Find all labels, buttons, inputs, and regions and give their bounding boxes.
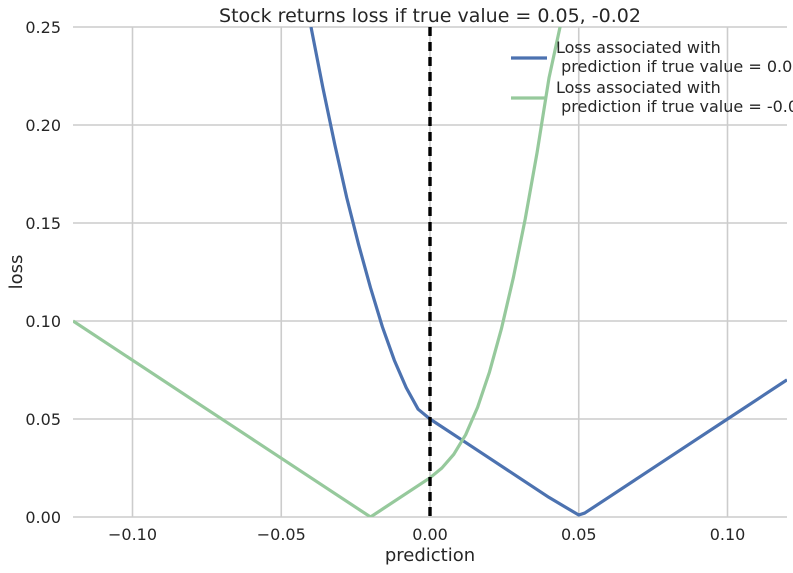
legend-label-1: Loss associated with prediction if true … [556, 38, 793, 76]
y-tick-label: 0.15 [25, 214, 61, 233]
x-axis-label: prediction [385, 545, 475, 566]
y-axis-label: loss [6, 255, 27, 290]
x-tick-label: 0.05 [561, 525, 597, 544]
x-tick-label: −0.10 [108, 525, 157, 544]
y-tick-label: 0.20 [25, 116, 61, 135]
y-tick-label: 0.25 [25, 18, 61, 37]
x-tick-label: −0.05 [257, 525, 306, 544]
y-tick-label: 0.10 [25, 312, 61, 331]
y-tick-label: 0.05 [25, 410, 61, 429]
x-tick-label: 0.00 [412, 525, 448, 544]
chart-title: Stock returns loss if true value = 0.05,… [219, 5, 641, 27]
legend-label-2: Loss associated with prediction if true … [556, 78, 793, 116]
legend: Loss associated with prediction if true … [511, 38, 793, 116]
x-tick-label: 0.10 [710, 525, 746, 544]
series-line-2 [73, 23, 561, 517]
y-tick-label: 0.00 [25, 508, 61, 527]
